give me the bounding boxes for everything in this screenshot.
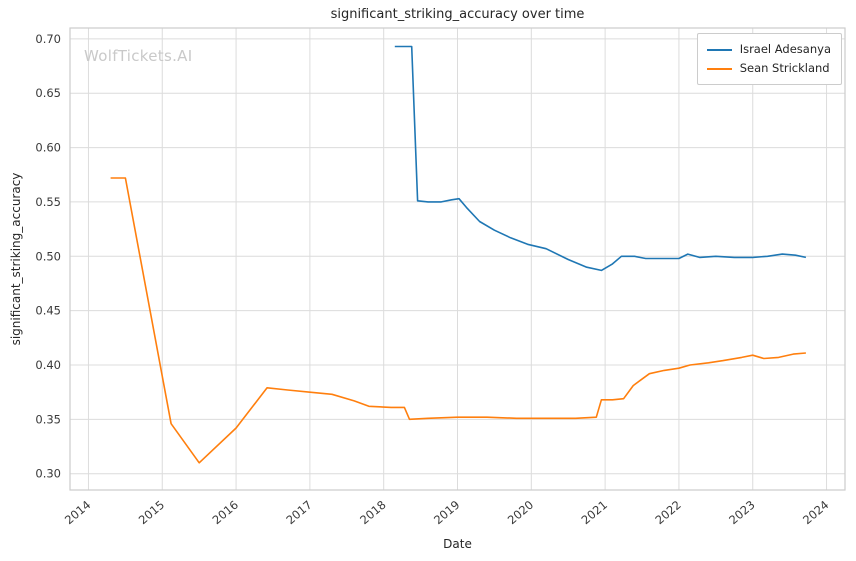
- y-axis-label: significant_striking_accuracy: [9, 172, 23, 346]
- legend-entry-sean-strickland: Sean Strickland: [706, 59, 831, 78]
- x-tick-label: 2014: [62, 498, 93, 528]
- y-tick-label: 0.55: [35, 195, 61, 209]
- x-tick-label: 2020: [505, 498, 536, 528]
- x-tick-label: 2022: [652, 498, 683, 528]
- x-tick-label: 2021: [579, 498, 610, 528]
- y-tick-label: 0.50: [35, 249, 61, 263]
- legend-line-sample: [706, 67, 732, 70]
- legend-label: Sean Strickland: [739, 61, 830, 75]
- chart-legend: Israel Adesanya Sean Strickland: [696, 33, 842, 85]
- y-tick-label: 0.70: [35, 32, 61, 46]
- y-tick-label: 0.35: [35, 412, 61, 426]
- x-tick-label: 2018: [357, 498, 388, 528]
- watermark: WolfTickets.AI: [84, 47, 193, 65]
- chart-title: significant_striking_accuracy over time: [330, 7, 585, 22]
- x-tick-label: 2017: [283, 498, 314, 528]
- y-tick-label: 0.30: [35, 467, 61, 481]
- x-tick-label: 2023: [726, 498, 757, 528]
- series-line-1: [110, 177, 806, 464]
- legend-line-sample: [706, 48, 732, 51]
- plot-border: [69, 27, 846, 491]
- x-tick-label: 2019: [431, 498, 462, 528]
- x-tick-label: 2024: [800, 498, 831, 528]
- legend-label: Israel Adesanya: [739, 42, 831, 56]
- y-tick-label: 0.40: [35, 358, 61, 372]
- x-tick-label: 2015: [136, 498, 167, 528]
- y-tick-label: 0.60: [35, 141, 61, 155]
- y-tick-label: 0.65: [35, 86, 61, 100]
- series-line-0: [394, 45, 807, 272]
- legend-entry-israel-adesanya: Israel Adesanya: [706, 40, 831, 59]
- x-tick-label: 2016: [210, 498, 241, 528]
- y-tick-label: 0.45: [35, 304, 61, 318]
- x-axis-label: Date: [443, 537, 472, 551]
